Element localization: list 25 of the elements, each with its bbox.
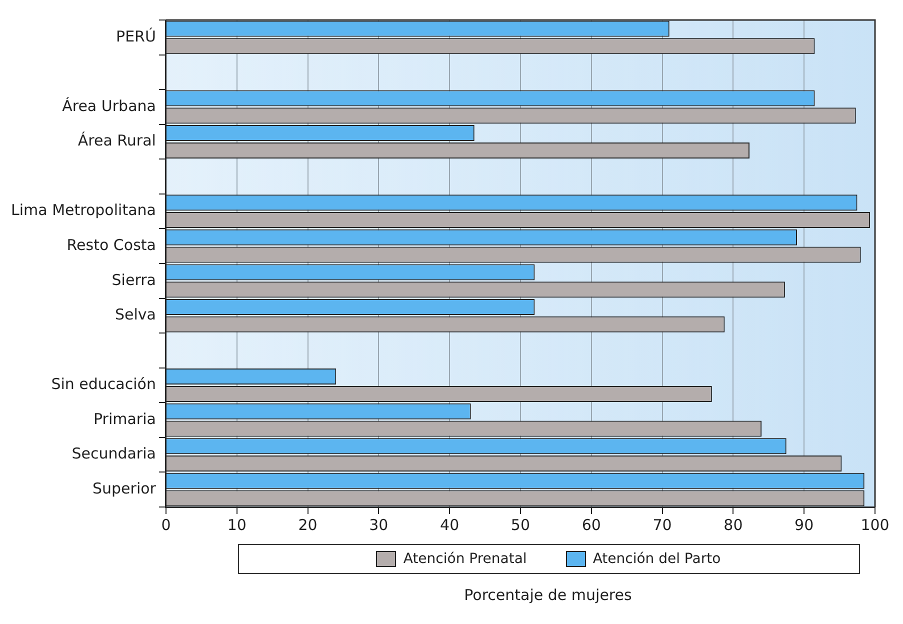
legend-label: Atención del Parto <box>592 551 721 567</box>
y-tick-label: Área Urbana <box>62 96 156 115</box>
x-axis-title: Porcentaje de mujeres <box>463 586 633 604</box>
x-tick-label: 0 <box>161 516 171 534</box>
y-tick-label: Sin educación <box>51 375 156 394</box>
x-tick-label: 80 <box>724 516 743 534</box>
x-tick-label: 30 <box>369 516 388 534</box>
x-tick-label: 50 <box>510 516 530 534</box>
y-tick-label: Secundaria <box>72 444 156 463</box>
x-tick-label: 10 <box>227 516 246 534</box>
x-tick-label: 60 <box>582 516 601 534</box>
x-tick-label: 20 <box>298 516 318 534</box>
x-tick-label: 40 <box>440 516 460 534</box>
y-tick-label: Área Rural <box>78 132 156 150</box>
y-tick-label: Selva <box>114 306 156 324</box>
y-tick-label: PERÚ <box>116 27 156 46</box>
x-tick-label: 70 <box>652 516 672 534</box>
legend-label: Atención Prenatal <box>403 551 527 567</box>
x-tick-label: 100 <box>860 516 890 534</box>
y-tick-label: Sierra <box>112 270 156 289</box>
y-tick-label: Resto Costa <box>66 236 156 254</box>
x-tick-label: 90 <box>794 516 814 534</box>
y-tick-label: Primaria <box>94 410 156 428</box>
y-tick-label: Lima Metropolitana <box>11 201 156 220</box>
y-tick-label: Superior <box>92 480 157 498</box>
